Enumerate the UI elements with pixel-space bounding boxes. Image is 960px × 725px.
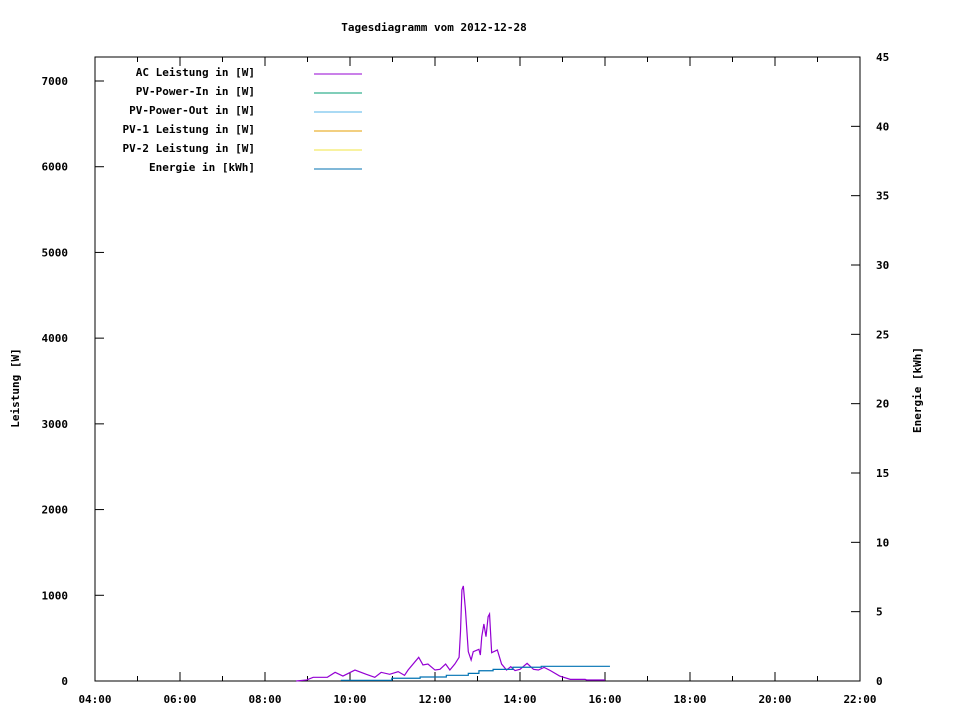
y2-tick-label: 5 — [876, 606, 883, 619]
y-tick-label: 7000 — [42, 75, 69, 88]
y-axis-label: Leistung [W] — [9, 348, 22, 427]
legend-label: PV-2 Leistung in [W] — [123, 142, 255, 155]
x-tick-label: 06:00 — [163, 693, 196, 706]
legend-label: AC Leistung in [W] — [136, 66, 255, 79]
x-tick-label: 16:00 — [588, 693, 621, 706]
legend-label: PV-1 Leistung in [W] — [123, 123, 255, 136]
legend-label: Energie in [kWh] — [149, 161, 255, 174]
x-tick-label: 14:00 — [503, 693, 536, 706]
y2-axis-label: Energie [kWh] — [911, 347, 924, 433]
series-line-ac-leistung — [296, 585, 605, 682]
chart-title: Tagesdiagramm vom 2012-12-28 — [341, 21, 526, 34]
y-tick-label: 5000 — [42, 246, 69, 259]
series-line-energie — [340, 665, 610, 681]
y2-tick-label: 0 — [876, 675, 883, 688]
x-tick-label: 10:00 — [333, 693, 366, 706]
y2-tick-label: 10 — [876, 536, 889, 549]
y2-tick-label: 25 — [876, 328, 889, 341]
legend-label: PV-Power-In in [W] — [136, 85, 255, 98]
y-tick-label: 4000 — [42, 332, 69, 345]
y2-tick-label: 40 — [876, 120, 889, 133]
y-tick-label: 6000 — [42, 161, 69, 174]
y2-tick-label: 45 — [876, 51, 889, 64]
x-tick-label: 04:00 — [78, 693, 111, 706]
y-tick-label: 2000 — [42, 504, 69, 517]
y-tick-label: 0 — [61, 675, 68, 688]
x-tick-label: 12:00 — [418, 693, 451, 706]
y2-tick-label: 20 — [876, 398, 889, 411]
y-tick-label: 3000 — [42, 418, 69, 431]
y-tick-label: 1000 — [42, 589, 69, 602]
y2-tick-label: 15 — [876, 467, 889, 480]
x-tick-label: 20:00 — [758, 693, 791, 706]
y2-tick-label: 35 — [876, 190, 889, 203]
x-tick-label: 18:00 — [673, 693, 706, 706]
y2-tick-label: 30 — [876, 259, 889, 272]
x-tick-label: 08:00 — [248, 693, 281, 706]
x-tick-label: 22:00 — [843, 693, 876, 706]
legend-label: PV-Power-Out in [W] — [129, 104, 255, 117]
legend: AC Leistung in [W] PV-Power-In in [W] PV-P… — [123, 66, 362, 174]
